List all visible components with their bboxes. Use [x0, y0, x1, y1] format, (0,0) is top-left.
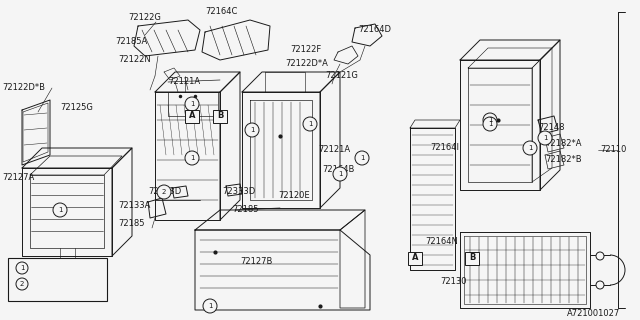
Text: 2: 2 — [162, 189, 166, 195]
Text: 72164N: 72164N — [425, 237, 458, 246]
Text: 72122G: 72122G — [128, 13, 161, 22]
Text: 72148: 72148 — [538, 124, 564, 132]
Circle shape — [185, 151, 199, 165]
Circle shape — [157, 185, 171, 199]
Text: 1: 1 — [208, 303, 212, 309]
Text: 72185B*A: 72185B*A — [37, 263, 79, 273]
Circle shape — [16, 262, 28, 274]
Text: 72164C: 72164C — [205, 7, 237, 17]
Text: 1: 1 — [58, 207, 62, 213]
Circle shape — [16, 278, 28, 290]
Text: 72185A: 72185A — [115, 37, 147, 46]
Text: 72125G: 72125G — [60, 103, 93, 113]
FancyBboxPatch shape — [185, 109, 199, 123]
Text: 72164I: 72164I — [430, 143, 459, 153]
Text: 1: 1 — [360, 155, 364, 161]
Circle shape — [523, 141, 537, 155]
FancyBboxPatch shape — [213, 109, 227, 123]
Circle shape — [245, 123, 259, 137]
Text: 1: 1 — [488, 117, 492, 123]
Circle shape — [185, 97, 199, 111]
Text: 72122N: 72122N — [118, 55, 151, 65]
Text: 72164B: 72164B — [322, 165, 355, 174]
Text: 1: 1 — [543, 135, 547, 141]
FancyBboxPatch shape — [465, 252, 479, 265]
Text: 72133A: 72133A — [118, 202, 150, 211]
Text: 1: 1 — [338, 171, 342, 177]
Text: 72120E: 72120E — [278, 191, 310, 201]
Text: 72122F: 72122F — [290, 45, 321, 54]
Circle shape — [53, 203, 67, 217]
Circle shape — [303, 117, 317, 131]
FancyBboxPatch shape — [408, 252, 422, 265]
Text: B: B — [469, 253, 475, 262]
Text: 72185: 72185 — [232, 205, 259, 214]
Text: 72185B*C: 72185B*C — [37, 279, 79, 289]
Circle shape — [483, 113, 497, 127]
Text: 1: 1 — [189, 101, 195, 107]
Text: 72121A: 72121A — [318, 146, 350, 155]
Text: 72121A: 72121A — [168, 77, 200, 86]
Circle shape — [333, 167, 347, 181]
Text: 72333D: 72333D — [222, 188, 255, 196]
Text: 1: 1 — [20, 265, 24, 271]
Text: 1: 1 — [250, 127, 254, 133]
Text: 72185: 72185 — [118, 220, 145, 228]
Text: A: A — [412, 253, 419, 262]
Circle shape — [538, 131, 552, 145]
Text: 72130: 72130 — [440, 277, 467, 286]
Text: 1: 1 — [308, 121, 312, 127]
Circle shape — [355, 151, 369, 165]
Text: 72164D: 72164D — [358, 26, 391, 35]
Text: B: B — [217, 111, 223, 121]
Text: 1: 1 — [528, 145, 532, 151]
Text: 1: 1 — [488, 121, 492, 127]
Text: 72121G: 72121G — [325, 71, 358, 81]
Circle shape — [203, 299, 217, 313]
Text: 72127A: 72127A — [2, 173, 35, 182]
FancyBboxPatch shape — [8, 258, 106, 300]
Text: 2: 2 — [20, 281, 24, 287]
Circle shape — [596, 281, 604, 289]
Text: 72127B: 72127B — [240, 258, 273, 267]
Text: 72333D: 72333D — [148, 188, 181, 196]
Text: A721001027: A721001027 — [567, 308, 620, 317]
Circle shape — [596, 252, 604, 260]
Text: 72182*B: 72182*B — [545, 156, 582, 164]
Text: A: A — [189, 111, 195, 121]
Circle shape — [483, 117, 497, 131]
Text: 72122D*B: 72122D*B — [2, 84, 45, 92]
Text: 72122D*A: 72122D*A — [285, 60, 328, 68]
Text: 72182*A: 72182*A — [545, 140, 582, 148]
Text: 1: 1 — [189, 155, 195, 161]
Text: 72110: 72110 — [600, 146, 627, 155]
